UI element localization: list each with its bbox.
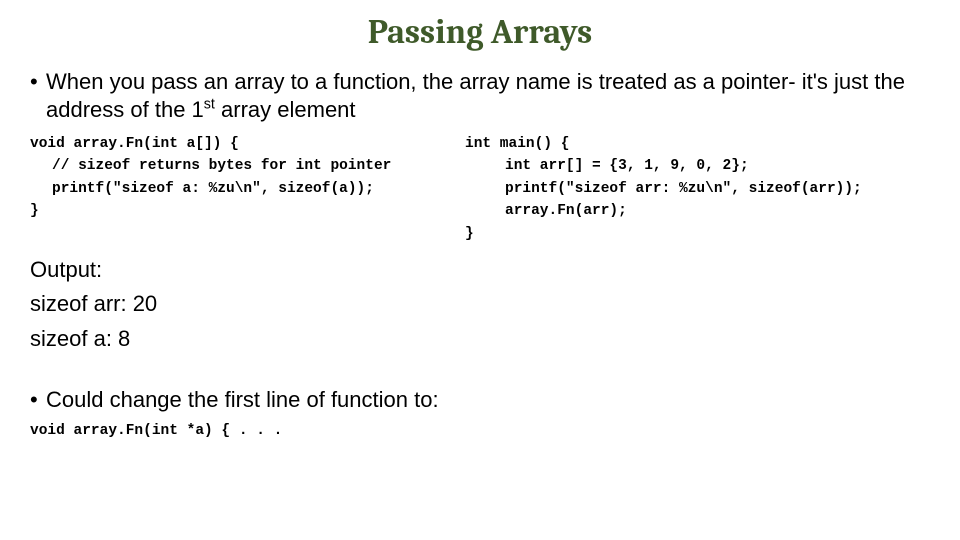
code-left-l1: void array.Fn(int a[]) {	[30, 133, 453, 155]
code-right-l1: int main() {	[465, 133, 930, 155]
bullet-1: • When you pass an array to a function, …	[30, 68, 930, 123]
code-left-block: void array.Fn(int a[]) { // sizeof retur…	[30, 133, 453, 245]
bullet-dot-icon: •	[30, 68, 46, 96]
slide-title: Passing Arrays	[30, 12, 930, 52]
code-bottom: void array.Fn(int *a) { . . .	[30, 423, 930, 439]
code-columns: void array.Fn(int a[]) { // sizeof retur…	[30, 133, 930, 245]
code-left-l4: }	[30, 200, 453, 222]
bullet-1-pre: When you pass an array to a function, th…	[46, 69, 905, 122]
code-right-l5: }	[465, 223, 930, 245]
output-title: Output:	[30, 253, 930, 287]
output-line-2: sizeof a: 8	[30, 322, 930, 356]
code-right-l4: array.Fn(arr);	[465, 200, 930, 222]
bullet-2-text: Could change the first line of function …	[46, 386, 439, 414]
code-right-l2: int arr[] = {3, 1, 9, 0, 2};	[465, 155, 930, 177]
bullet-2: • Could change the first line of functio…	[30, 386, 930, 414]
code-left-l3: printf("sizeof a: %zu\n", sizeof(a));	[30, 178, 453, 200]
slide: Passing Arrays • When you pass an array …	[0, 0, 960, 540]
bullet-dot-icon: •	[30, 386, 46, 414]
code-right-block: int main() { int arr[] = {3, 1, 9, 0, 2}…	[465, 133, 930, 245]
code-right-l3: printf("sizeof arr: %zu\n", sizeof(arr))…	[465, 178, 930, 200]
bullet-1-post: array element	[215, 97, 356, 122]
output-block: Output: sizeof arr: 20 sizeof a: 8	[30, 253, 930, 355]
spacer	[30, 356, 930, 380]
code-left-l2: // sizeof returns bytes for int pointer	[30, 155, 453, 177]
bullet-1-text: When you pass an array to a function, th…	[46, 68, 930, 123]
bullet-1-sup: st	[204, 96, 215, 112]
output-line-1: sizeof arr: 20	[30, 287, 930, 321]
